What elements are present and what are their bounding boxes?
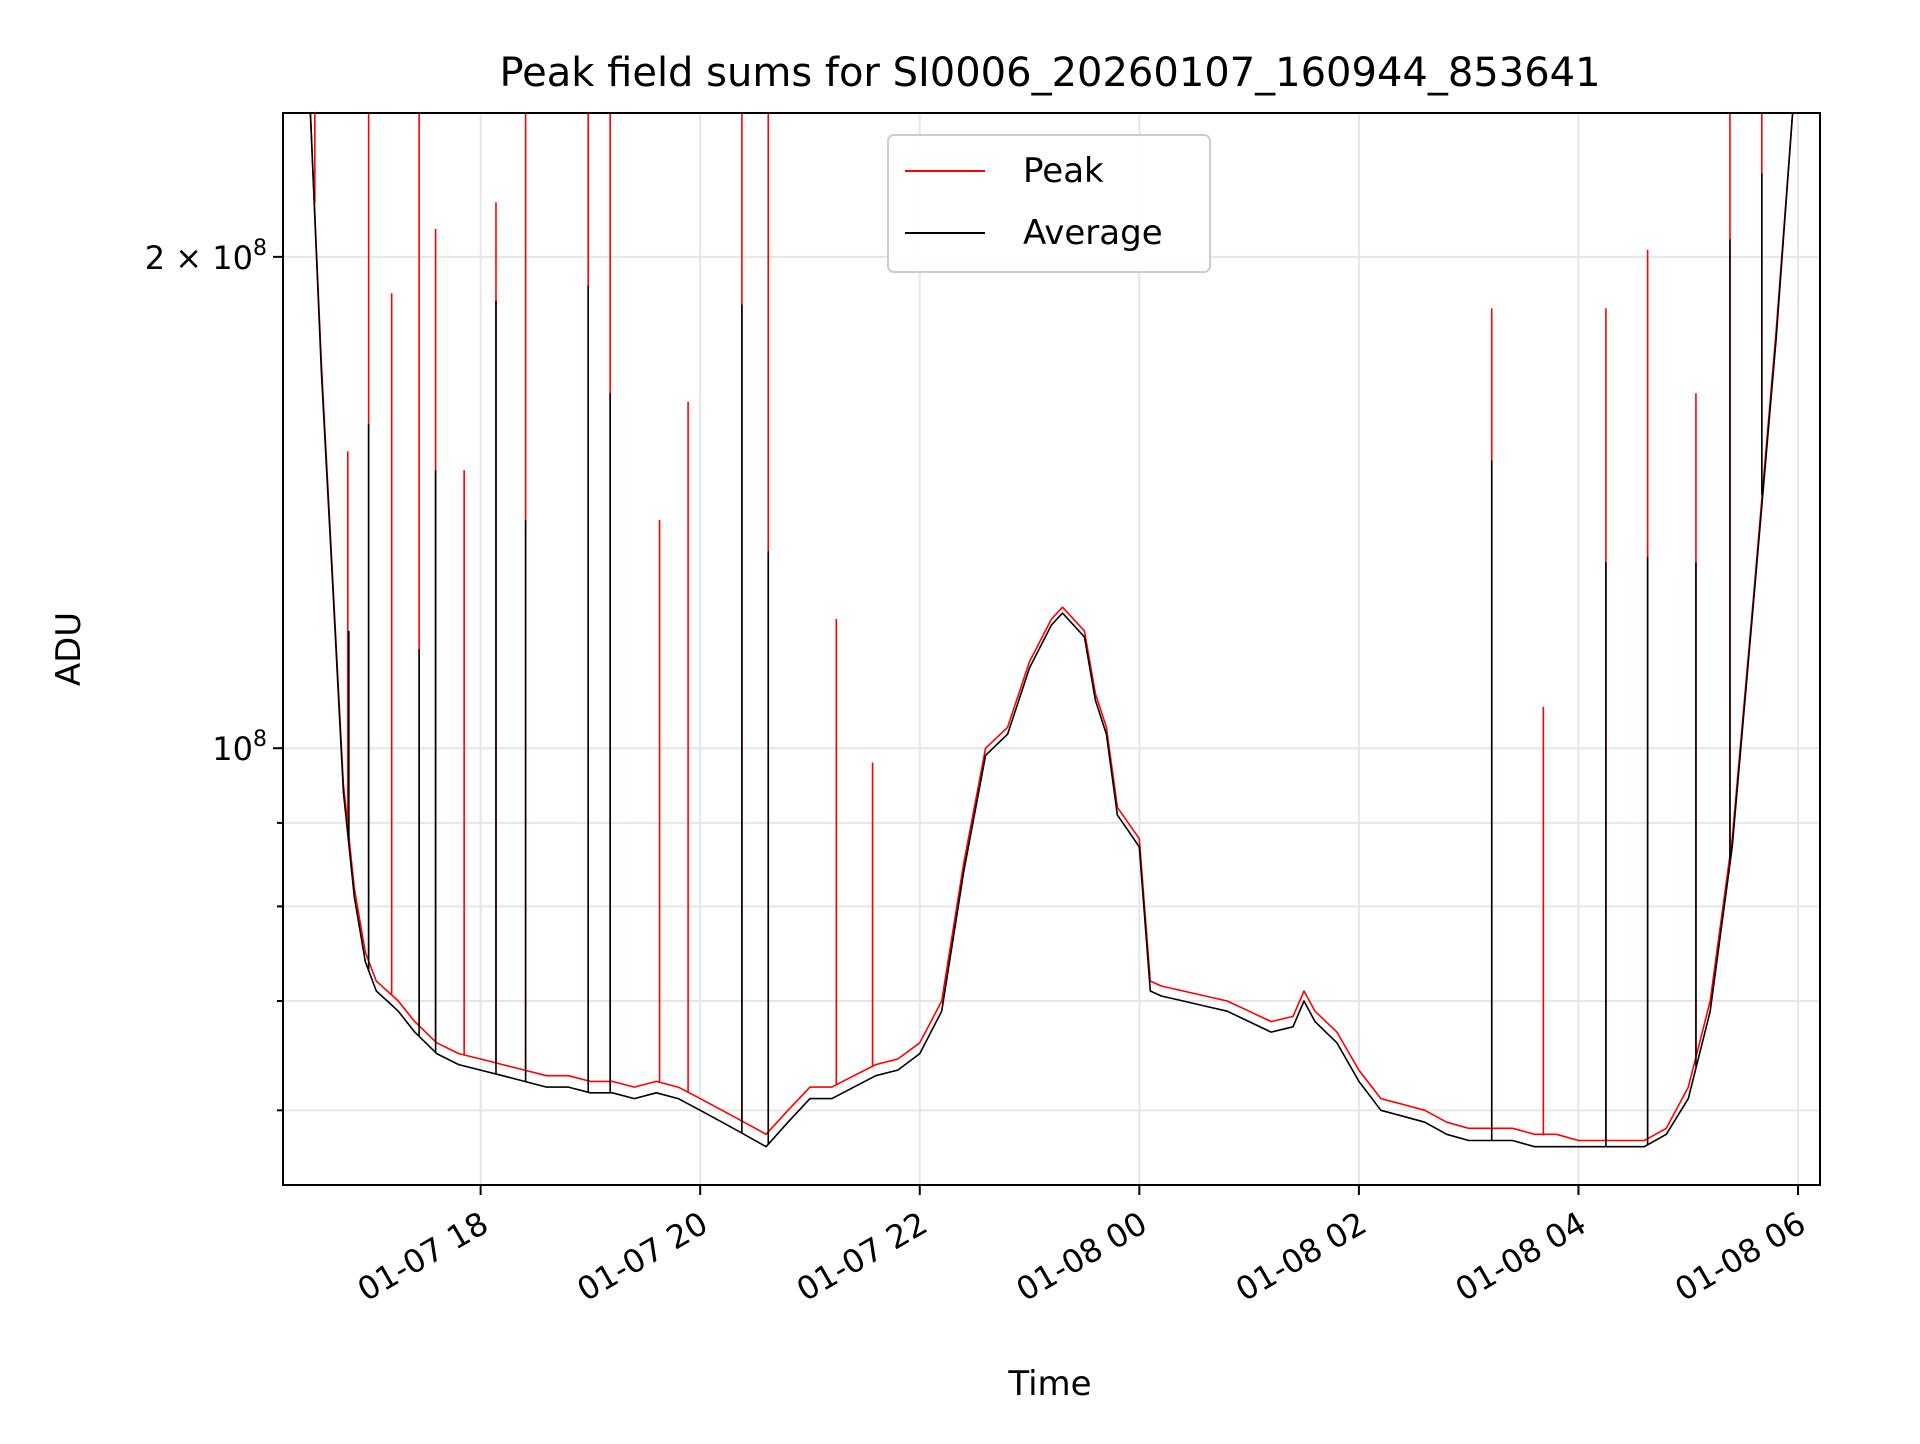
plot-area-frame bbox=[282, 112, 1821, 1186]
legend: Peak Average bbox=[887, 134, 1211, 273]
grid-layer bbox=[283, 113, 1820, 1185]
average-series-layer bbox=[283, 112, 1820, 1148]
average-series-line bbox=[283, 112, 1820, 1148]
x-axis-label: Time bbox=[1007, 1364, 1091, 1404]
legend-average-label: Average bbox=[1023, 213, 1163, 253]
y-tick-label: 2 × 108 bbox=[145, 236, 267, 277]
legend-peak-label: Peak bbox=[1023, 151, 1104, 191]
y-axis-label: ADU bbox=[49, 612, 89, 686]
chart-title: Peak field sums for SI0006_20260107_1609… bbox=[499, 50, 1600, 96]
y-tick-label: 108 bbox=[212, 727, 267, 768]
legend-box bbox=[887, 134, 1211, 273]
peak-series-line bbox=[283, 112, 1820, 1142]
